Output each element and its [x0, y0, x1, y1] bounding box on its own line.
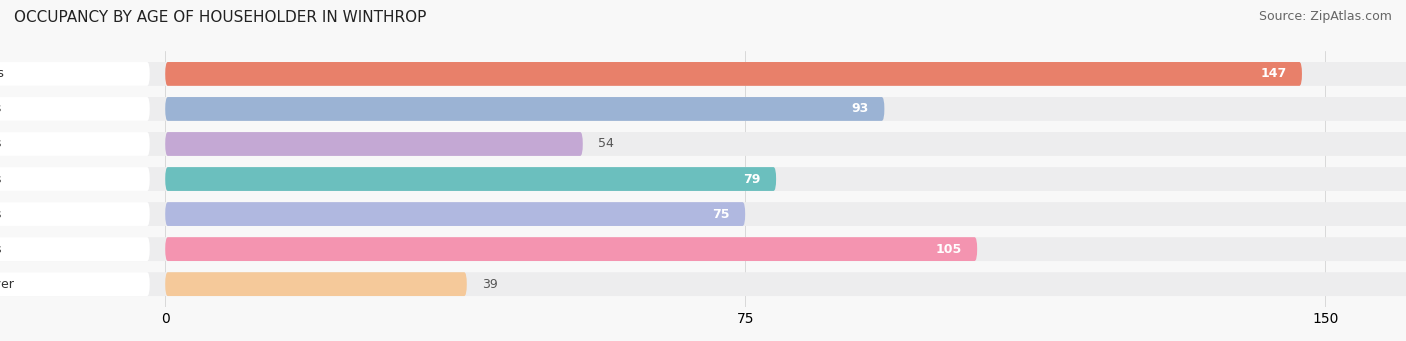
- FancyBboxPatch shape: [0, 62, 1406, 86]
- FancyBboxPatch shape: [0, 97, 149, 121]
- FancyBboxPatch shape: [166, 97, 884, 121]
- FancyBboxPatch shape: [166, 62, 1302, 86]
- FancyBboxPatch shape: [0, 202, 1406, 226]
- Text: 54: 54: [599, 137, 614, 150]
- FancyBboxPatch shape: [0, 167, 1406, 191]
- FancyBboxPatch shape: [166, 202, 745, 226]
- FancyBboxPatch shape: [0, 62, 149, 86]
- Text: 39: 39: [482, 278, 498, 291]
- Text: 147: 147: [1260, 68, 1286, 80]
- FancyBboxPatch shape: [166, 132, 583, 156]
- FancyBboxPatch shape: [0, 132, 1406, 156]
- Text: 105: 105: [935, 242, 962, 256]
- FancyBboxPatch shape: [0, 167, 149, 191]
- FancyBboxPatch shape: [166, 237, 977, 261]
- FancyBboxPatch shape: [0, 97, 1406, 121]
- FancyBboxPatch shape: [0, 272, 149, 296]
- FancyBboxPatch shape: [0, 202, 149, 226]
- FancyBboxPatch shape: [0, 132, 149, 156]
- FancyBboxPatch shape: [166, 167, 776, 191]
- Text: 93: 93: [852, 102, 869, 116]
- Text: Under 35 Years: Under 35 Years: [0, 68, 4, 80]
- Text: 85 Years and Over: 85 Years and Over: [0, 278, 14, 291]
- Text: 79: 79: [744, 173, 761, 186]
- FancyBboxPatch shape: [0, 237, 149, 261]
- Text: 75: 75: [713, 208, 730, 221]
- Text: OCCUPANCY BY AGE OF HOUSEHOLDER IN WINTHROP: OCCUPANCY BY AGE OF HOUSEHOLDER IN WINTH…: [14, 10, 426, 25]
- Text: Source: ZipAtlas.com: Source: ZipAtlas.com: [1258, 10, 1392, 23]
- FancyBboxPatch shape: [0, 237, 1406, 261]
- FancyBboxPatch shape: [166, 272, 467, 296]
- FancyBboxPatch shape: [0, 272, 1406, 296]
